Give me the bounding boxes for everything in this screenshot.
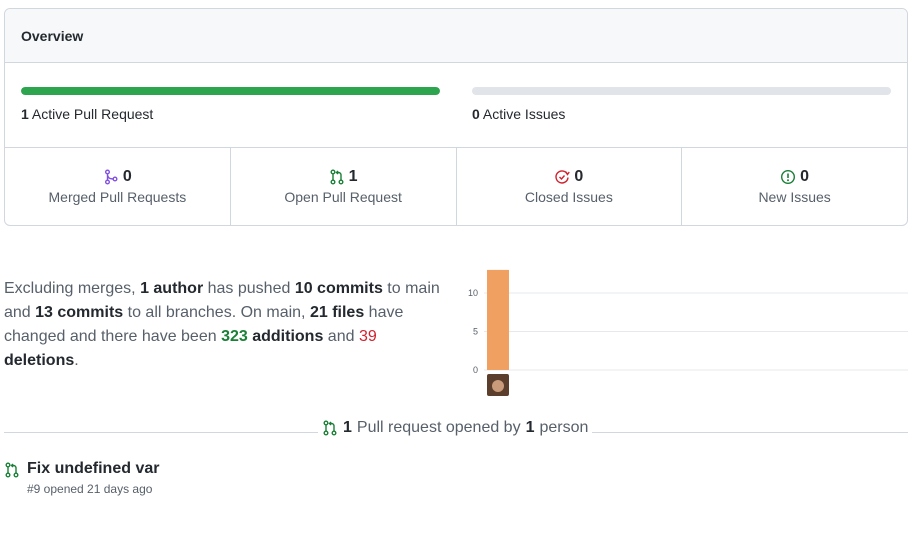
summary-text-7: .	[74, 352, 79, 369]
git-pull-request-icon	[330, 169, 344, 185]
pr-summary-text-2: person	[539, 419, 589, 436]
active-issues-label: 0 Active Issues	[472, 106, 891, 122]
closed-issues-count: 0	[574, 168, 584, 185]
active-pr-count: 1	[21, 106, 29, 122]
chart-y-tick-label: 0	[473, 365, 478, 375]
summary-text-6: and	[323, 328, 359, 345]
commits-chart: 0 5 10	[468, 269, 908, 396]
active-pr-progress[interactable]: 1 Active Pull Request	[21, 87, 440, 122]
summary-additions-count: 323	[221, 328, 248, 345]
summary-deletions-count: 39	[358, 328, 377, 345]
progress-row: 1 Active Pull Request 0 Active Issues	[5, 63, 907, 148]
active-issues-progress[interactable]: 0 Active Issues	[472, 87, 891, 122]
issue-closed-icon	[555, 170, 571, 184]
stat-closed-issues[interactable]: 0 Closed Issues	[457, 148, 683, 225]
open-prs-label: Open Pull Request	[284, 189, 402, 205]
summary-authors[interactable]: 1 author	[140, 280, 204, 297]
active-pr-label: 1 Active Pull Request	[21, 106, 440, 122]
summary-text-4: to all branches. On main,	[123, 304, 310, 321]
git-pull-request-icon	[323, 420, 337, 436]
stat-open-prs[interactable]: 1 Open Pull Request	[231, 148, 457, 225]
merged-prs-count: 0	[122, 168, 132, 185]
pr-meta: #9 opened 21 days ago	[27, 482, 153, 496]
active-pr-bar	[21, 87, 440, 95]
stat-new-issues[interactable]: 0 New Issues	[682, 148, 907, 225]
pr-list-item: Fix undefined var #9 opened 21 days ago	[4, 458, 159, 496]
new-issues-count: 0	[800, 168, 810, 185]
closed-issues-label: Closed Issues	[524, 189, 613, 205]
stat-merged-prs[interactable]: 0 Merged Pull Requests	[5, 148, 231, 225]
author-avatar-face	[492, 380, 504, 392]
summary-text-5: have changed and there have been	[4, 304, 404, 345]
open-prs-count: 1	[348, 168, 358, 185]
active-pr-text: Active Pull Request	[31, 106, 154, 122]
stats-row: 0 Merged Pull Requests 1 Open Pull Reque…	[5, 148, 907, 225]
active-issues-count: 0	[472, 106, 480, 122]
issue-opened-icon	[781, 169, 796, 185]
active-issues-text: Active Issues	[482, 106, 566, 122]
active-issues-bar	[472, 87, 891, 95]
commit-summary: Excluding merges, 1 author has pushed 10…	[4, 277, 454, 373]
chart-y-tick-label: 5	[473, 327, 478, 337]
pr-summary-text-1: Pull request opened by	[356, 419, 521, 436]
pr-summary: 1 Pull request opened by 1 person	[318, 418, 593, 438]
pr-title-link[interactable]: Fix undefined var	[27, 460, 160, 477]
summary-commits-main[interactable]: 10 commits	[294, 280, 383, 297]
summary-deletions-word: deletions	[4, 352, 75, 369]
summary-text-2: has pushed	[203, 280, 295, 297]
new-issues-label: New Issues	[758, 189, 831, 205]
overview-header: Overview	[5, 9, 907, 63]
merged-prs-label: Merged Pull Requests	[48, 189, 187, 205]
git-pull-request-icon	[5, 462, 19, 478]
chart-y-tick-label: 10	[468, 288, 478, 298]
summary-files[interactable]: 21 files	[309, 304, 365, 321]
summary-additions-word: additions	[247, 328, 324, 345]
pr-summary-people: 1	[525, 419, 535, 436]
active-pr-bar-fill	[21, 87, 440, 95]
overview-panel: Overview 1 Active Pull Request 0 Active …	[4, 8, 908, 226]
pr-summary-count: 1	[343, 419, 352, 436]
summary-text-3: to main and	[4, 280, 440, 321]
git-merge-icon	[104, 169, 118, 185]
chart-bar	[487, 269, 509, 370]
summary-text-1: Excluding merges,	[4, 280, 141, 297]
summary-commits-all[interactable]: 13 commits	[35, 304, 124, 321]
